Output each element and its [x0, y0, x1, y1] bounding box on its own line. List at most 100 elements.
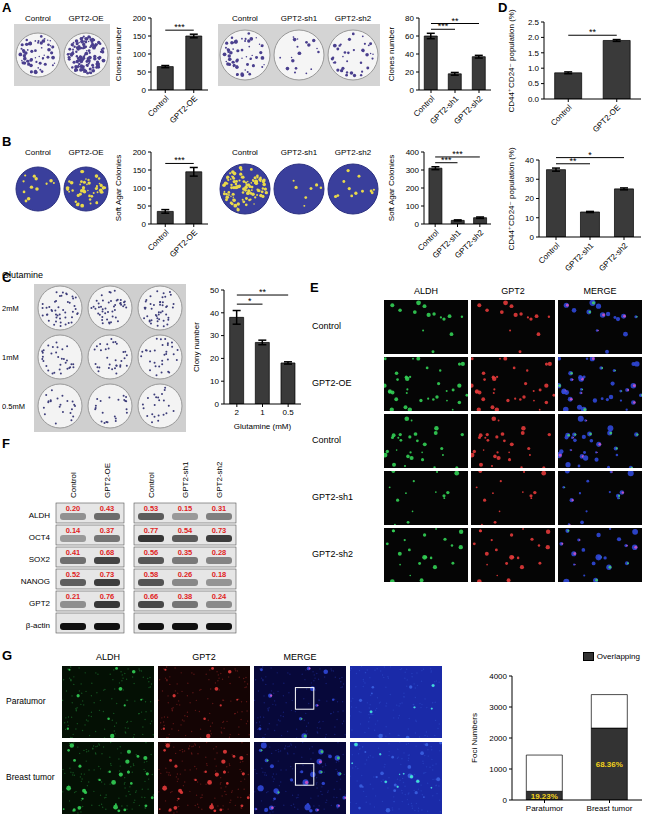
- svg-text:Control: Control: [537, 241, 562, 266]
- svg-text:GPT2-OE: GPT2-OE: [103, 463, 112, 498]
- svg-text:***: ***: [174, 155, 185, 165]
- svg-text:0: 0: [415, 220, 420, 229]
- svg-text:30: 30: [525, 175, 534, 184]
- svg-text:0.24: 0.24: [212, 592, 227, 601]
- svg-text:Control: Control: [25, 148, 51, 157]
- svg-text:0.26: 0.26: [178, 570, 193, 579]
- svg-text:Breast tumor: Breast tumor: [587, 804, 633, 813]
- svg-text:200: 200: [133, 148, 147, 157]
- svg-text:0.38: 0.38: [178, 592, 193, 601]
- svg-text:0: 0: [410, 86, 415, 95]
- svg-text:0.54: 0.54: [178, 526, 193, 535]
- svg-text:0.53: 0.53: [144, 504, 159, 513]
- svg-text:0.14: 0.14: [66, 526, 81, 535]
- svg-text:0.0: 0.0: [528, 95, 540, 104]
- svg-text:0.18: 0.18: [212, 570, 227, 579]
- svg-text:GPT2-sh1: GPT2-sh1: [181, 461, 190, 498]
- svg-text:80: 80: [405, 14, 414, 23]
- svg-text:Control: Control: [146, 228, 171, 253]
- svg-text:0: 0: [215, 400, 220, 409]
- svg-text:40: 40: [405, 50, 414, 59]
- svg-text:GPT2-sh2: GPT2-sh2: [335, 14, 372, 23]
- svg-text:40: 40: [525, 156, 534, 165]
- svg-text:Paratumor: Paratumor: [526, 804, 564, 813]
- svg-text:0.43: 0.43: [100, 504, 115, 513]
- svg-text:1.5: 1.5: [528, 49, 540, 58]
- svg-text:0: 0: [503, 796, 508, 805]
- svg-text:100: 100: [133, 184, 147, 193]
- svg-text:2000: 2000: [489, 734, 507, 743]
- svg-text:SOX2: SOX2: [29, 555, 51, 564]
- svg-text:Control: Control: [146, 94, 171, 119]
- svg-text:GPT2-sh2: GPT2-sh2: [335, 148, 372, 157]
- svg-text:40: 40: [210, 309, 219, 318]
- svg-text:20: 20: [210, 354, 219, 363]
- svg-text:**: **: [569, 156, 577, 166]
- svg-text:Control: Control: [232, 14, 258, 23]
- svg-text:GPT2-sh2: GPT2-sh2: [597, 241, 630, 274]
- svg-text:400: 400: [406, 148, 420, 157]
- svg-text:OCT4: OCT4: [29, 533, 51, 542]
- svg-text:100: 100: [406, 202, 420, 211]
- svg-text:68.36%: 68.36%: [596, 760, 623, 769]
- svg-text:20: 20: [405, 68, 414, 77]
- svg-text:0.41: 0.41: [66, 548, 81, 557]
- svg-text:0.52: 0.52: [66, 570, 81, 579]
- svg-text:10: 10: [525, 214, 534, 223]
- svg-text:Control: Control: [549, 103, 574, 128]
- svg-text:60: 60: [405, 32, 414, 41]
- svg-text:50: 50: [210, 286, 219, 295]
- svg-text:3000: 3000: [489, 703, 507, 712]
- svg-text:2: 2: [235, 408, 240, 417]
- svg-text:2.5: 2.5: [528, 18, 540, 27]
- svg-text:*: *: [248, 296, 252, 306]
- svg-text:0.31: 0.31: [212, 504, 227, 513]
- svg-text:***: ***: [441, 155, 452, 165]
- svg-text:0.37: 0.37: [100, 526, 115, 535]
- svg-text:0.66: 0.66: [144, 592, 159, 601]
- svg-text:0.73: 0.73: [100, 570, 115, 579]
- svg-text:GPT2: GPT2: [29, 599, 50, 608]
- svg-text:4000: 4000: [489, 672, 507, 681]
- svg-text:0.28: 0.28: [212, 548, 227, 557]
- svg-text:2.0: 2.0: [528, 33, 540, 42]
- svg-text:GPT2-sh1: GPT2-sh1: [281, 148, 318, 157]
- svg-text:GPT2-sh2: GPT2-sh2: [452, 94, 485, 127]
- svg-text:0.20: 0.20: [66, 504, 81, 513]
- svg-text:0.58: 0.58: [144, 570, 159, 579]
- svg-text:GPT2-OE: GPT2-OE: [68, 14, 103, 23]
- svg-text:19.23%: 19.23%: [531, 792, 558, 801]
- svg-text:1000: 1000: [489, 765, 507, 774]
- svg-text:1: 1: [260, 408, 265, 417]
- svg-text:GPT2-sh2: GPT2-sh2: [215, 461, 224, 498]
- svg-text:10: 10: [210, 377, 219, 386]
- svg-text:GPT2-OE: GPT2-OE: [168, 94, 199, 125]
- svg-text:0.35: 0.35: [178, 548, 193, 557]
- svg-text:1mM: 1mM: [8, 353, 19, 362]
- svg-text:0: 0: [142, 220, 147, 229]
- svg-text:150: 150: [133, 166, 147, 175]
- svg-text:0.5: 0.5: [283, 408, 295, 417]
- svg-text:0.56: 0.56: [144, 548, 159, 557]
- svg-text:***: ***: [174, 22, 185, 32]
- svg-text:GPT2-OE: GPT2-OE: [168, 228, 199, 259]
- svg-text:Control: Control: [232, 148, 258, 157]
- svg-text:0.21: 0.21: [66, 592, 81, 601]
- svg-text:GPT2-sh1: GPT2-sh1: [563, 241, 596, 274]
- svg-text:1.0: 1.0: [528, 64, 540, 73]
- svg-text:GPT2-sh2: GPT2-sh2: [453, 228, 486, 261]
- svg-text:300: 300: [406, 166, 420, 175]
- svg-text:0.73: 0.73: [212, 526, 227, 535]
- svg-text:**: **: [259, 287, 267, 297]
- svg-text:ALDH: ALDH: [29, 511, 51, 520]
- svg-text:50: 50: [137, 202, 146, 211]
- svg-text:Control: Control: [25, 14, 51, 23]
- svg-text:200: 200: [133, 14, 147, 23]
- svg-text:0.5: 0.5: [528, 79, 540, 88]
- svg-text:30: 30: [210, 331, 219, 340]
- svg-text:150: 150: [133, 32, 147, 41]
- svg-text:0.5mM: 0.5mM: [8, 402, 25, 411]
- svg-text:50: 50: [137, 68, 146, 77]
- svg-text:***: ***: [452, 149, 463, 159]
- svg-text:GPT2-OE: GPT2-OE: [68, 148, 103, 157]
